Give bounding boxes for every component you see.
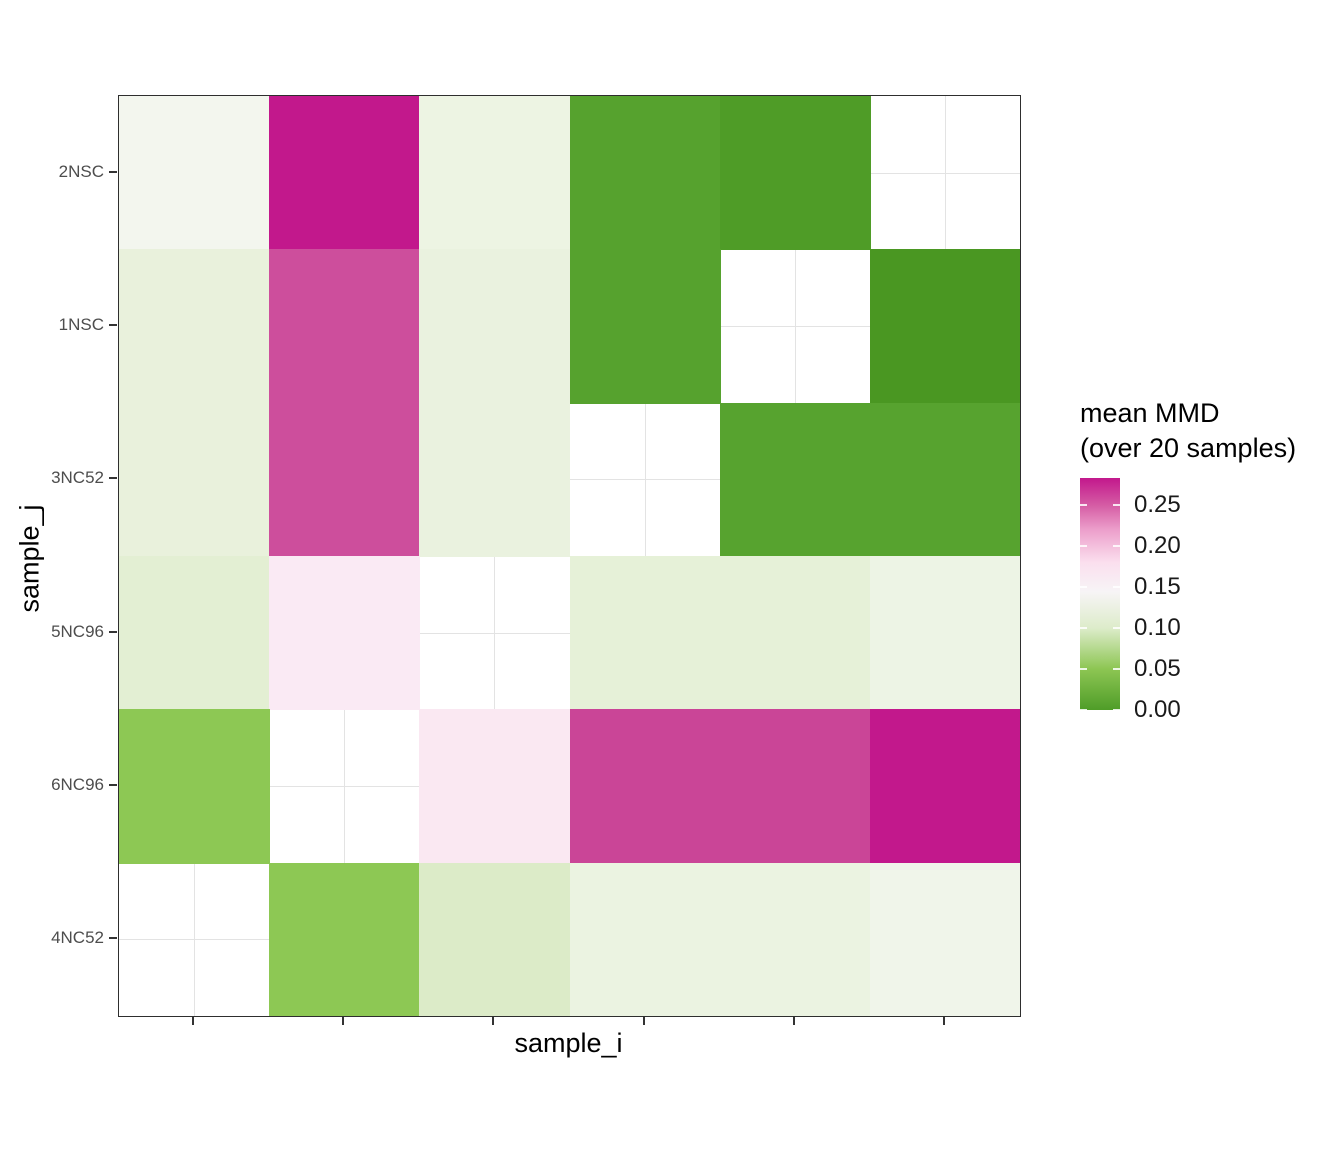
legend-bar-tick: [1113, 504, 1120, 507]
heatmap-cell: [269, 862, 421, 1016]
heatmap-cell: [269, 96, 421, 251]
legend-title-line2: (over 20 samples): [1080, 433, 1297, 463]
x-axis-tick: [492, 1017, 495, 1025]
y-axis-tick: [109, 937, 117, 940]
heatmap-cell: [269, 402, 421, 557]
legend-tick-label: 0.15: [1134, 573, 1181, 601]
legend-bar-tick: [1080, 586, 1087, 589]
y-axis-tick: [109, 324, 117, 326]
y-tick-label: 6NC96: [51, 775, 104, 794]
heatmap-cell: [719, 709, 871, 864]
legend-bar-tick: [1113, 545, 1120, 548]
legend: mean MMD (over 20 samples) 0.25 0.20 0.15 0…: [1080, 0, 1340, 1152]
y-tick-label: 5NC96: [51, 621, 104, 641]
y-axis-tick: [109, 477, 117, 480]
legend-tick-label: 0.25: [1134, 491, 1181, 519]
x-axis-tick: [192, 1017, 195, 1025]
heatmap-cell: [419, 96, 571, 251]
y-axis-tick: [109, 630, 117, 633]
heatmap-cell: [419, 709, 571, 864]
heatmap-cell: [119, 96, 271, 251]
heatmap-cell: [569, 249, 721, 404]
legend-bar-tick: [1080, 668, 1087, 670]
heatmap-cell: [119, 556, 271, 711]
heatmap-cell: [119, 709, 271, 864]
legend-bar-tick: [1080, 627, 1087, 630]
legend-bar-tick: [1080, 504, 1087, 507]
legend-bar-tick: [1113, 586, 1120, 589]
heatmap-cell: [719, 862, 871, 1016]
legend-bar-tick: [1080, 545, 1087, 548]
heatmap-cell: [869, 556, 1020, 711]
heatmap-cell: [269, 556, 421, 711]
heatmap-cell: [869, 402, 1020, 557]
legend-tick-label: 0.10: [1134, 614, 1181, 642]
heatmap-cell: [269, 249, 421, 404]
y-tick-label: 3NC52: [51, 468, 104, 488]
y-tick-label: 4NC52: [51, 928, 104, 948]
y-axis-tick: [109, 170, 117, 173]
heatmap-cell: [419, 249, 571, 404]
plot-panel: [118, 95, 1021, 1017]
heatmap-cell: [569, 709, 721, 864]
y-axis-title: sample_j: [14, 504, 45, 613]
heatmap-cell: [419, 862, 571, 1016]
legend-tick-label: 0.00: [1134, 696, 1181, 723]
legend-bar-tick: [1080, 709, 1087, 711]
legend-tick-label: 0.20: [1134, 532, 1181, 560]
heatmap-cell: [719, 556, 871, 711]
heatmap-cell: [869, 249, 1020, 404]
x-axis-tick: [942, 1017, 945, 1025]
heatmap-cell: [119, 249, 271, 404]
heatmap-cell: [419, 402, 571, 557]
legend-bar-tick: [1113, 709, 1120, 711]
x-axis-tick: [792, 1017, 795, 1025]
heatmap-cell: [719, 402, 871, 557]
y-tick-label: 1NSC: [58, 315, 104, 334]
y-axis-tick: [109, 784, 117, 786]
legend-title-line1: mean MMD: [1080, 398, 1220, 428]
legend-bar-tick: [1113, 668, 1120, 670]
heatmap-cell: [869, 709, 1020, 864]
heatmap-cell: [569, 556, 721, 711]
heatmap-cell: [869, 862, 1020, 1016]
x-axis-tick: [642, 1017, 645, 1025]
heatmap-cell: [569, 96, 721, 251]
legend-gradient-bar: [1080, 478, 1120, 711]
legend-title: mean MMD (over 20 samples): [1080, 396, 1296, 466]
heatmap-cell: [119, 402, 271, 557]
y-tick-label: 2NSC: [58, 161, 104, 181]
legend-bar-tick: [1113, 627, 1120, 630]
heatmap-cell: [719, 96, 871, 251]
x-axis-title: sample_i: [514, 1028, 623, 1058]
heatmap-cell: [569, 862, 721, 1016]
x-axis-tick: [342, 1017, 345, 1025]
legend-tick-label: 0.05: [1134, 655, 1181, 682]
